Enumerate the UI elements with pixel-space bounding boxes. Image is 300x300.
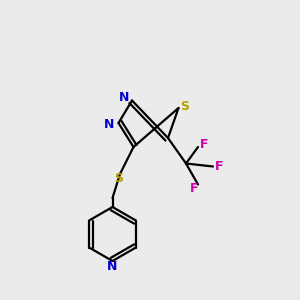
Text: F: F bbox=[215, 160, 224, 173]
Text: F: F bbox=[200, 138, 209, 151]
Text: N: N bbox=[118, 91, 129, 104]
Text: S: S bbox=[114, 172, 123, 185]
Text: S: S bbox=[181, 100, 190, 113]
Text: F: F bbox=[190, 182, 199, 196]
Text: N: N bbox=[107, 260, 118, 274]
Text: N: N bbox=[104, 118, 115, 131]
